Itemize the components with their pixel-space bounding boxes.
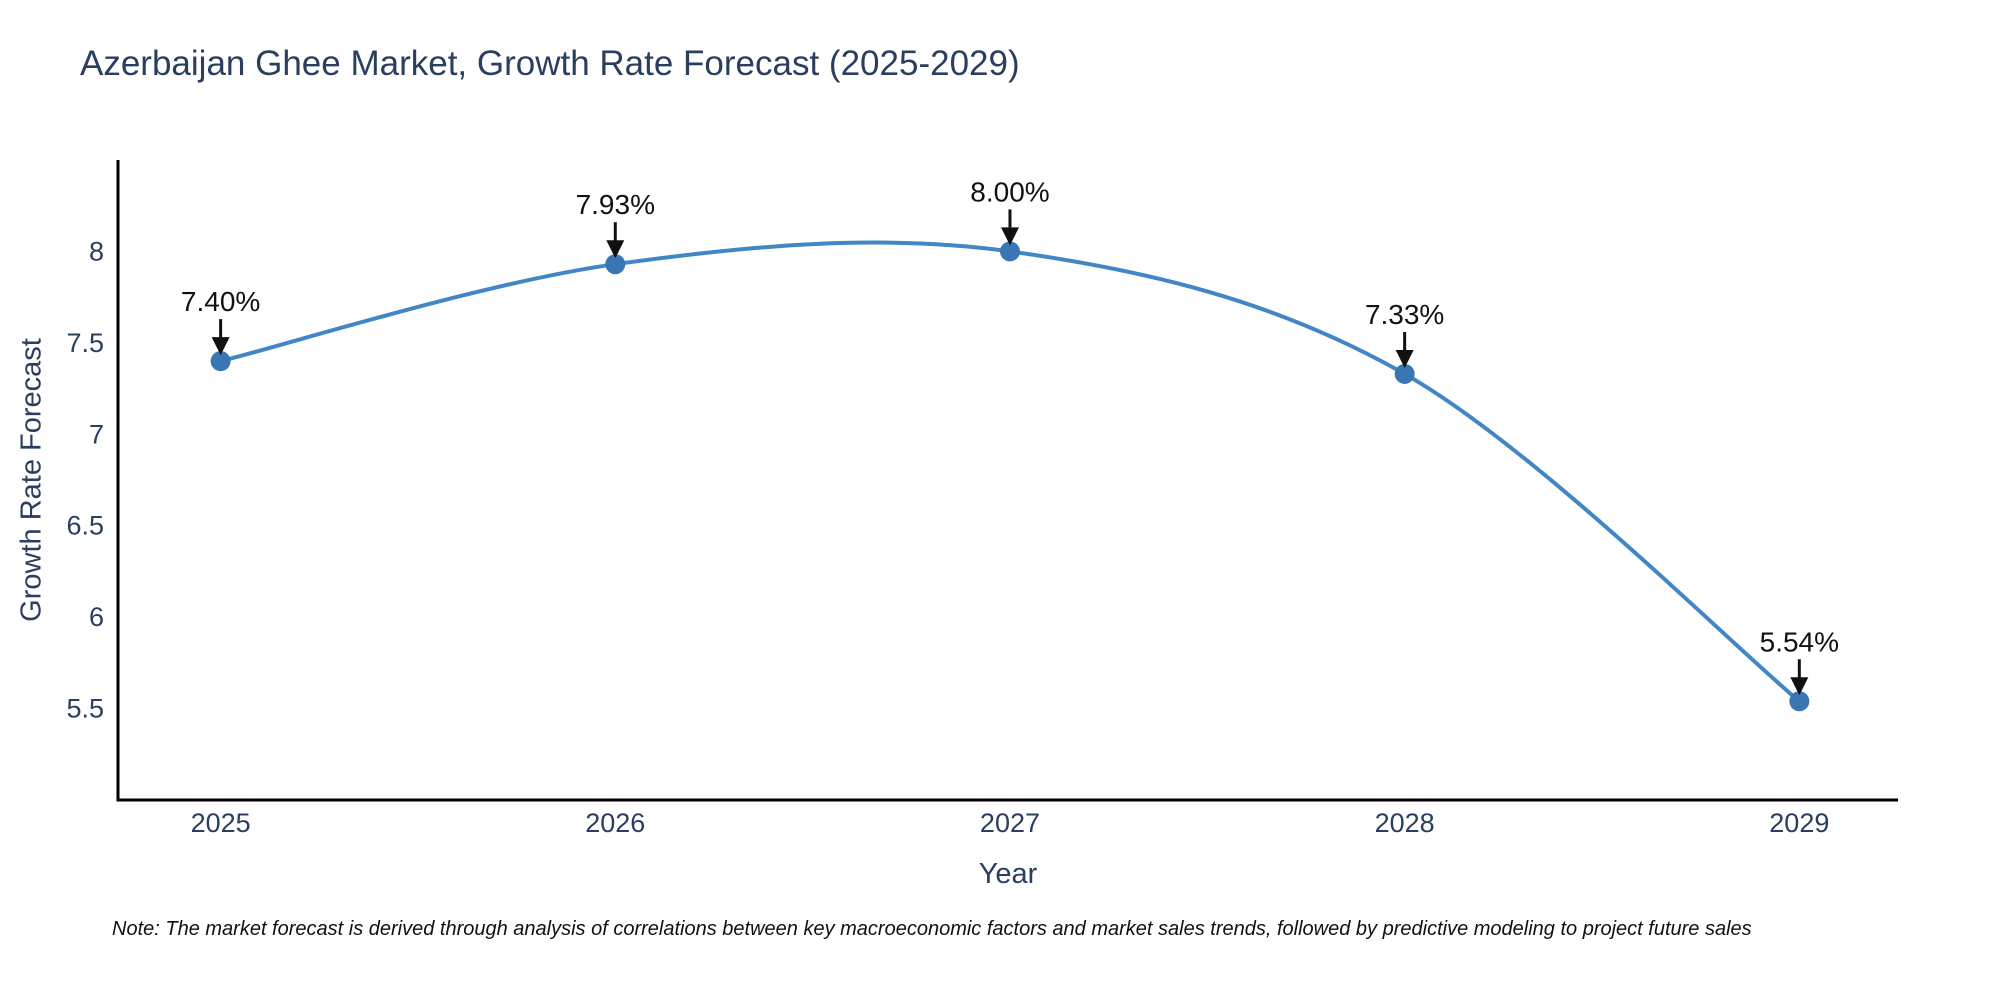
chart-title: Azerbaijan Ghee Market, Growth Rate Fore…	[80, 44, 1020, 83]
point-label: 8.00%	[970, 176, 1049, 207]
x-tick-label: 2028	[1375, 808, 1435, 838]
annotation-arrow-head	[211, 337, 230, 356]
data-point-marker[interactable]	[1789, 691, 1810, 712]
trend-line	[220, 240, 1801, 703]
point-label: 7.93%	[576, 189, 655, 220]
y-tick-label: 7	[89, 419, 104, 449]
x-tick-label: 2029	[1769, 808, 1829, 838]
data-point-marker[interactable]	[1394, 363, 1415, 384]
annotation-arrow-head	[606, 240, 625, 259]
data-point-marker[interactable]	[210, 351, 231, 372]
point-label: 7.33%	[1365, 299, 1444, 330]
x-axis-title: Year	[978, 858, 1038, 890]
annotation-arrow-head	[1000, 227, 1019, 246]
data-point-marker[interactable]	[999, 241, 1020, 262]
footnote: Note: The market forecast is derived thr…	[112, 918, 1752, 940]
y-tick-label: 8	[89, 236, 104, 266]
data-point-marker[interactable]	[605, 254, 626, 275]
y-axis-title: Growth Rate Forecast	[15, 338, 48, 622]
x-tick-label: 2027	[980, 808, 1040, 838]
x-tick-label: 2026	[585, 808, 645, 838]
y-tick-label: 7.5	[66, 328, 104, 358]
y-tick-label: 6	[89, 602, 104, 632]
annotation-arrow-head	[1395, 349, 1414, 368]
x-tick-label: 2025	[191, 808, 251, 838]
y-tick-label: 5.5	[66, 694, 104, 724]
point-label: 7.40%	[181, 286, 260, 317]
point-label: 5.54%	[1760, 626, 1839, 657]
annotation-arrow-head	[1790, 677, 1809, 696]
y-tick-label: 6.5	[66, 511, 104, 541]
